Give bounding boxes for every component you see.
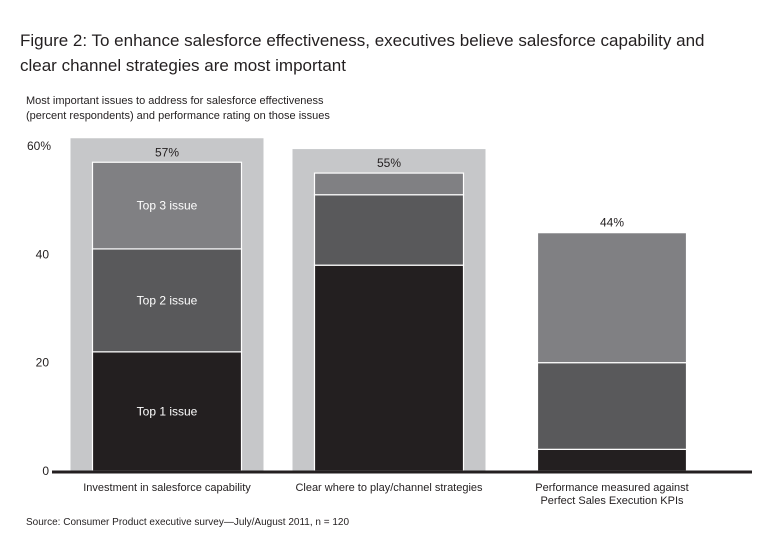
bar-segment <box>536 362 688 450</box>
subtitle-line-1: Most important issues to address for sal… <box>26 95 324 107</box>
chart-title: Figure 2: To enhance salesforce effectiv… <box>20 28 705 78</box>
subtitle-line-2: (percent respondents) and performance ra… <box>26 110 330 122</box>
bar-segment <box>313 264 465 472</box>
bar-segment <box>536 448 688 472</box>
total-label: 44% <box>600 216 624 230</box>
segment-label: Top 1 issue <box>137 404 198 418</box>
bar-segment <box>536 232 688 364</box>
category-label: Investment in salesforce capability <box>83 482 251 494</box>
y-tick-label: 0 <box>42 464 49 478</box>
title-line-2: clear channel strategies are most import… <box>20 56 346 75</box>
title-line-1: Figure 2: To enhance salesforce effectiv… <box>20 31 705 50</box>
y-tick-label: 60% <box>27 139 51 153</box>
source-note: Source: Consumer Product executive surve… <box>26 517 350 528</box>
bar-segment <box>313 172 465 196</box>
bar-segment <box>313 194 465 266</box>
chart-subtitle: Most important issues to address for sal… <box>26 94 330 124</box>
total-label: 55% <box>377 156 401 170</box>
y-tick-label: 20 <box>36 356 50 370</box>
bar-segment <box>91 248 243 353</box>
bar-segment <box>91 161 243 250</box>
category-label: Clear where to play/channel strategies <box>295 482 483 494</box>
category-label: Perfect Sales Execution KPIs <box>540 495 684 507</box>
total-label: 57% <box>155 145 179 159</box>
y-tick-label: 40 <box>36 247 50 261</box>
segment-label: Top 2 issue <box>137 293 198 307</box>
category-label: Performance measured against <box>535 482 688 494</box>
segment-label: Top 3 issue <box>137 199 198 213</box>
